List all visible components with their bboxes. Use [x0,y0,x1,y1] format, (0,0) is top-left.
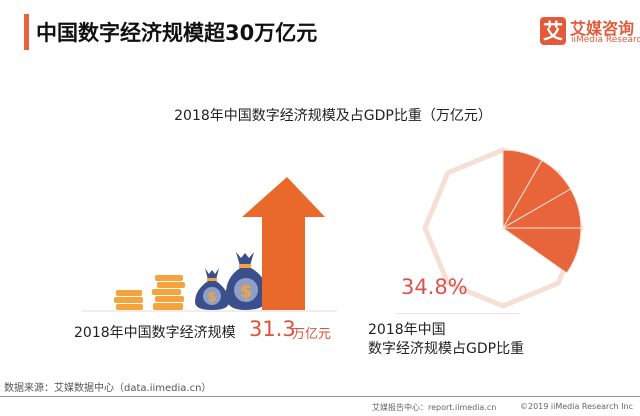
divider [395,313,520,314]
logo-icon: 艾 [540,17,566,45]
gdp-share-label-line2: 数字经济规模占GDP比重 [368,341,525,357]
money-bag-small-icon: $ [195,268,229,310]
scale-unit: 万亿元 [292,327,332,342]
scale-value: 31.3 [249,317,296,341]
growth-arrow-icon [242,177,325,310]
logo-text-en: iiMedia Research [571,35,640,45]
svg-text:$: $ [207,290,216,305]
svg-text:$: $ [240,281,253,302]
money-bag-large-icon: $ [225,252,268,310]
footer-divider [0,396,640,397]
pie-slice-segment [501,227,582,274]
coin-stack-small-icon [114,290,143,310]
scale-label: 2018年中国数字经济规模 [74,325,236,341]
footer-report-link[interactable]: 艾媒报告中心：report.iimedia.cn [372,403,497,412]
pie-chart [422,147,584,309]
coin-stack-large-icon [152,275,185,310]
footer-copyright: ©2019 iiMedia Research Inc [520,402,633,411]
page-title: 中国数字经济规模超30万亿元 [36,21,318,45]
logo-text-cn: 艾媒咨询 [570,19,635,38]
data-source: 数据来源：艾媒数据中心（data.iimedia.cn） [4,383,212,394]
chart-title: 2018年中国数字经济规模及占GDP比重（万亿元） [174,108,492,124]
title-accent-bar [24,14,29,50]
gdp-share-percent: 34.8% [401,275,468,299]
gdp-share-label-line1: 2018年中国 [368,322,446,338]
